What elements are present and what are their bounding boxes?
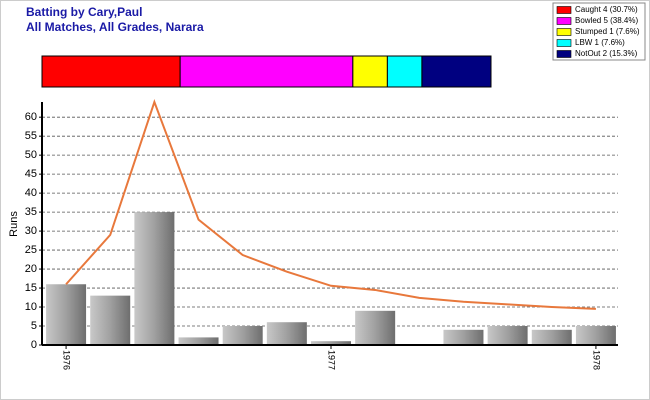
y-tick-label: 15 — [25, 282, 37, 294]
x-tick-label: 1978 — [592, 350, 602, 370]
bar — [222, 326, 263, 345]
legend-label: Caught 4 (30.7%) — [575, 5, 638, 14]
bar — [46, 284, 87, 345]
bar — [575, 326, 616, 345]
legend-label: NotOut 2 (15.3%) — [575, 49, 638, 58]
x-tick-label: 1977 — [327, 350, 337, 370]
dismissal-segment — [179, 55, 354, 88]
dismissal-segment — [421, 55, 492, 88]
y-tick-label: 0 — [31, 339, 37, 351]
y-tick-label: 45 — [25, 168, 37, 180]
bar — [266, 322, 307, 345]
chart-title: Batting by Cary,Paul — [26, 5, 142, 19]
y-tick-label: 40 — [25, 187, 37, 199]
dismissal-segment — [41, 55, 181, 88]
bar — [178, 337, 219, 345]
chart-subtitle: All Matches, All Grades, Narara — [26, 20, 204, 34]
bar — [134, 212, 175, 345]
legend-swatch — [556, 39, 572, 47]
y-tick-label: 50 — [25, 149, 37, 161]
bar — [443, 329, 484, 345]
bar — [487, 326, 528, 345]
y-tick-label: 5 — [31, 320, 37, 332]
y-tick-label: 55 — [25, 130, 37, 142]
legend-label: Stumped 1 (7.6%) — [575, 27, 640, 36]
legend-swatch — [556, 28, 572, 36]
y-axis-label: Runs — [8, 211, 20, 237]
y-tick-label: 35 — [25, 206, 37, 218]
y-tick-label: 20 — [25, 263, 37, 275]
x-tick-label: 1976 — [62, 350, 72, 370]
bar — [531, 329, 572, 345]
bar — [90, 295, 131, 345]
legend-swatch — [556, 50, 572, 58]
legend-label: LBW 1 (7.6%) — [575, 38, 625, 47]
y-tick-label: 30 — [25, 225, 37, 237]
y-tick-label: 25 — [25, 244, 37, 256]
y-tick-label: 60 — [25, 111, 37, 123]
bar — [311, 341, 351, 345]
dismissal-segment — [352, 55, 388, 88]
legend-label: Bowled 5 (38.4%) — [575, 16, 638, 25]
bar — [355, 310, 396, 345]
legend-swatch — [556, 6, 572, 14]
legend-swatch — [556, 17, 572, 25]
y-tick-label: 10 — [25, 301, 37, 313]
dismissal-segment — [386, 55, 423, 88]
average-line — [65, 99, 596, 310]
